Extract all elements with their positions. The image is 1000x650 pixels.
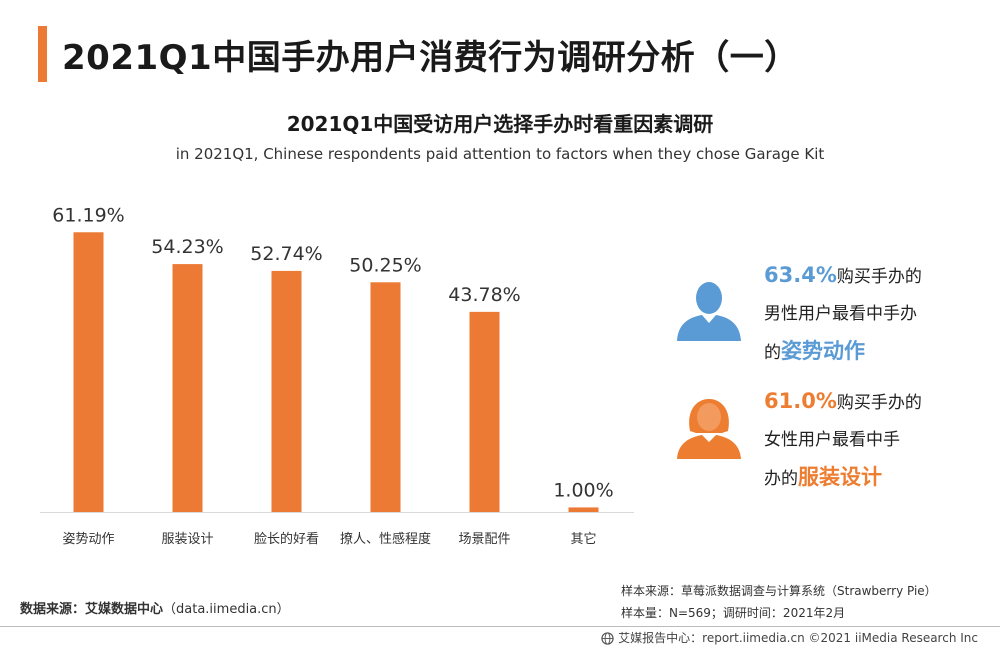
chart-subtitle: in 2021Q1, Chinese respondents paid atte… [175, 145, 825, 163]
female-highlight: 61.0%购买手办的 女性用户最看中手 办的服装设计 [764, 383, 964, 498]
bar-chart: 61.19% 姿势动作 54.23% 服装设计 52.74% 脸长的好看 50.25% 撩人、… [40, 204, 634, 547]
female-user-icon [677, 399, 741, 459]
page-title: 2021Q1中国手办用户消费行为调研分析（一） [62, 38, 799, 78]
footer-divider [0, 626, 1000, 627]
x-tick-label: 撩人、性感程度 [340, 531, 431, 547]
bar [271, 270, 302, 512]
footer: 艾媒报告中心：report.iimedia.cn ©2021 iiMedia R… [601, 629, 978, 646]
data-label: 50.25% [349, 254, 421, 276]
data-label: 54.23% [151, 236, 223, 258]
x-tick-label: 其它 [570, 531, 596, 547]
bar [568, 507, 599, 512]
data-label: 52.74% [250, 243, 322, 265]
bar [172, 264, 203, 512]
data-label: 1.00% [553, 479, 613, 501]
globe-icon [601, 632, 614, 645]
data-label: 61.19% [52, 204, 124, 226]
female-highlight-text3: 办的 [764, 469, 798, 489]
female-highlight-text1: 购买手办的 [836, 393, 922, 413]
male-highlight-keyword: 姿势动作 [781, 339, 865, 363]
data-source: 数据来源：艾媒数据中心（data.iimedia.cn） [20, 598, 290, 617]
bar [73, 232, 104, 512]
male-highlight-text2: 男性用户最看中手办 [764, 304, 917, 324]
chart-title: 2021Q1中国受访用户选择手办时看重因素调研 [286, 112, 714, 136]
x-tick-label: 姿势动作 [62, 531, 114, 547]
male-highlight-pct: 63.4% [764, 263, 837, 287]
bar [370, 282, 401, 512]
footer-text: 艾媒报告中心：report.iimedia.cn ©2021 iiMedia R… [618, 631, 978, 645]
female-highlight-keyword: 服装设计 [798, 465, 882, 489]
x-tick-label: 服装设计 [161, 532, 213, 547]
male-highlight-text3: 的 [764, 343, 781, 363]
female-highlight-pct: 61.0% [764, 389, 837, 413]
sample-source: 样本来源：草莓派数据调查与计算系统（Strawberry Pie） [621, 584, 937, 598]
bar [469, 311, 500, 512]
title-accent-bar [38, 26, 47, 82]
sample-info: 样本量：N=569；调研时间：2021年2月 [621, 606, 846, 620]
male-highlight-text1: 购买手办的 [836, 267, 922, 287]
data-label: 43.78% [448, 284, 520, 306]
data-source-label: 数据来源：艾媒数据中心 [20, 602, 164, 617]
male-user-icon [677, 282, 741, 341]
male-highlight: 63.4%购买手办的 男性用户最看中手办 的姿势动作 [764, 257, 964, 372]
data-source-value: （data.iimedia.cn） [163, 602, 290, 617]
x-tick-label: 场景配件 [458, 532, 510, 547]
x-tick-label: 脸长的好看 [254, 531, 319, 547]
female-highlight-text2: 女性用户最看中手 [764, 430, 900, 450]
